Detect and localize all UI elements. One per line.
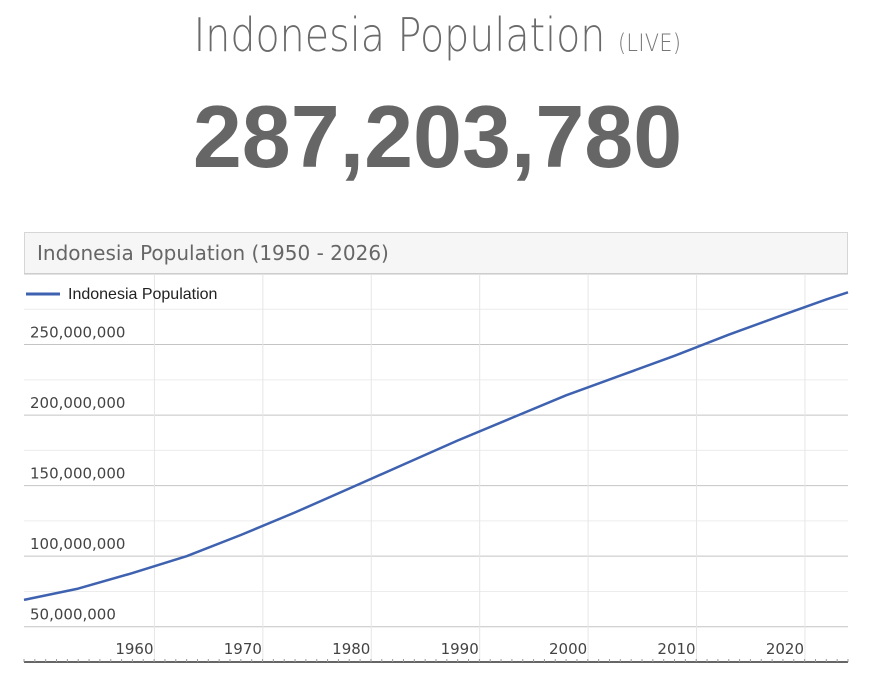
title-text: Indonesia Population xyxy=(193,8,606,62)
x-tick-label: 1970 xyxy=(224,640,262,658)
x-tick-label: 2000 xyxy=(549,640,587,658)
legend-label: Indonesia Population xyxy=(68,286,217,303)
live-label: (LIVE) xyxy=(617,29,682,57)
page-title: Indonesia Population (LIVE) xyxy=(61,8,814,62)
y-tick-label: 200,000,000 xyxy=(30,394,125,412)
chart-title: Indonesia Population (1950 - 2026) xyxy=(37,241,389,265)
x-tick-label: 2020 xyxy=(766,640,804,658)
series-line xyxy=(23,291,849,602)
y-tick-label: 150,000,000 xyxy=(30,465,125,483)
x-tick-label: 2010 xyxy=(657,640,695,658)
population-counter: 287,203,780 xyxy=(192,87,683,186)
x-tick-label: 1960 xyxy=(115,640,153,658)
x-tick-label: 1980 xyxy=(332,640,370,658)
x-tick-label: 1990 xyxy=(441,640,479,658)
y-tick-label: 100,000,000 xyxy=(30,535,125,553)
y-tick-label: 250,000,000 xyxy=(30,324,125,342)
y-tick-label: 50,000,000 xyxy=(30,606,116,624)
